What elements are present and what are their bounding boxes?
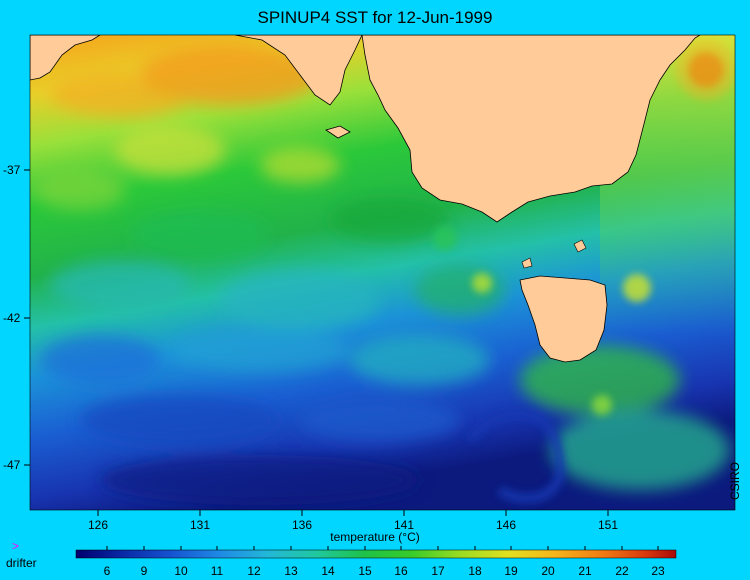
lon-tick-label: 136 [292, 518, 312, 532]
colorbar-tick-label: 21 [578, 564, 592, 578]
colorbar-tick-label: 23 [651, 564, 665, 578]
lat-tick-label: -47 [3, 458, 21, 472]
tasmania [519, 275, 608, 363]
colorbar [75, 549, 677, 559]
map-title: SPINUP4 SST for 12-Jun-1999 [257, 8, 493, 27]
drifter-marker: > [12, 539, 20, 553]
colorbar-title: temperature (°C) [330, 530, 420, 544]
drifter-legend-label: drifter [6, 556, 37, 570]
sea-surface-temperature-field [30, 35, 735, 510]
colorbar-tick-label: 20 [541, 564, 555, 578]
colorbar-tick-label: 18 [468, 564, 482, 578]
colorbar-tick-label: 9 [141, 564, 148, 578]
colorbar-tick-label: 19 [504, 564, 518, 578]
csiro-credit: CSIRO [728, 461, 742, 500]
mainland-australia [30, 35, 101, 81]
kangaroo-island [325, 125, 351, 139]
colorbar-tick-label: 14 [321, 564, 335, 578]
colorbar-tick-label: 15 [358, 564, 372, 578]
lon-tick-label: 141 [394, 518, 414, 532]
colorbar-tick-label: 11 [211, 564, 224, 578]
colorbar-tick-label: 6 [104, 564, 111, 578]
colorbar-tick-label: 16 [394, 564, 408, 578]
colorbar-tick-label: 13 [284, 564, 298, 578]
lat-tick-label: -37 [3, 163, 21, 177]
lat-tick-label: -42 [3, 311, 21, 325]
lon-tick-label: 131 [190, 518, 210, 532]
colorbar-tick-label: 10 [174, 564, 188, 578]
lon-tick-label: 146 [496, 518, 516, 532]
colorbar-tick-label: 17 [431, 564, 445, 578]
lon-tick-label: 126 [88, 518, 108, 532]
colorbar-tick-label: 22 [615, 564, 629, 578]
latitude-axis: -37 -42 -47 [3, 163, 30, 472]
colorbar-ticks: 6 9 10 11 12 13 14 15 16 17 18 19 20 21 22 23 [104, 546, 665, 578]
colorbar-tick-label: 12 [247, 564, 261, 578]
longitude-axis: 126 131 136 141 146 151 [88, 510, 618, 532]
lon-tick-label: 151 [598, 518, 618, 532]
